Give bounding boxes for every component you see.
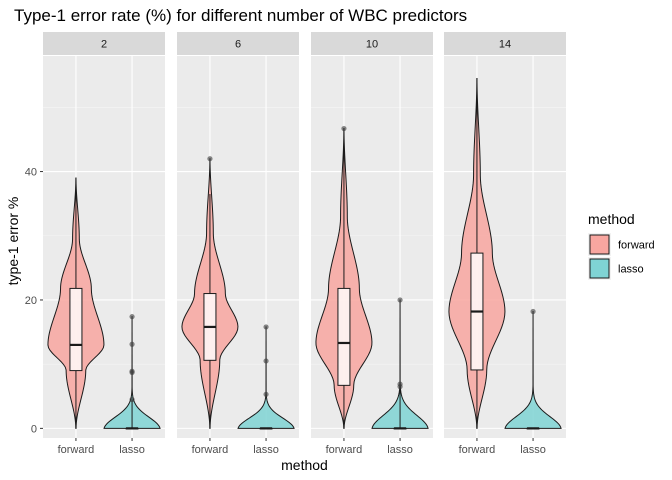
y-tick-label: 20: [25, 295, 37, 307]
facet-strip-label: 10: [366, 39, 378, 51]
y-axis-title: type-1 error %: [5, 197, 21, 286]
legend: method forward lasso: [588, 211, 655, 280]
violin-lasso: [371, 297, 429, 430]
outlier-point: [207, 156, 213, 162]
legend-label-lasso: lasso: [618, 264, 644, 276]
box-forward: [337, 287, 351, 386]
facet-panels: 2 forward lasso 6 forward lasso 10 forward lasso…: [43, 32, 566, 456]
facet-strip: [43, 32, 165, 55]
outlier-point: [263, 324, 269, 330]
violin-forward: [47, 177, 105, 429]
facet-panel-6: 6 forward lasso: [177, 32, 299, 456]
x-tick-label: forward: [192, 444, 229, 456]
y-axis: 0 20 40: [25, 167, 43, 435]
y-tick-label: 0: [31, 423, 37, 435]
chart-title: Type-1 error rate (%) for different numb…: [14, 6, 467, 25]
outlier-point: [397, 297, 403, 303]
x-tick-label: lasso: [253, 444, 279, 456]
facet-strip: [177, 32, 299, 55]
outlier-point: [129, 314, 135, 320]
violin-lasso: [504, 308, 562, 430]
x-tick-label: forward: [326, 444, 363, 456]
outlier-point: [263, 391, 269, 397]
x-tick-label: lasso: [119, 444, 145, 456]
violin-lasso: [103, 314, 161, 430]
facet-panel-14: 14 forward lasso: [444, 32, 566, 456]
facet-panel-2: 2 forward lasso: [43, 32, 165, 456]
facet-strip: [311, 32, 433, 55]
box-forward: [69, 287, 83, 372]
outlier-point: [530, 308, 536, 315]
facet-strip-label: 2: [101, 39, 107, 51]
panel-background: [311, 56, 433, 438]
legend-title: method: [588, 211, 635, 227]
x-axis-title: method: [281, 457, 328, 473]
x-tick-label: forward: [58, 444, 95, 456]
facet-strip: [444, 32, 566, 55]
outlier-point: [129, 341, 135, 347]
outlier-point: [341, 125, 347, 132]
legend-label-forward: forward: [618, 240, 655, 252]
x-tick-label: lasso: [520, 444, 546, 456]
x-tick-label: forward: [459, 444, 496, 456]
violin-lasso: [237, 324, 295, 430]
facet-strip-label: 14: [499, 39, 511, 51]
y-tick-label: 40: [25, 167, 37, 179]
panel-background: [43, 56, 165, 438]
facet-panel-10: 10 forward lasso: [311, 32, 433, 456]
violin-forward: [448, 77, 506, 429]
outlier-point: [129, 396, 135, 403]
violin-forward: [315, 125, 373, 429]
outlier-point: [397, 381, 403, 387]
outlier-point: [263, 358, 269, 364]
panel-background: [177, 56, 299, 438]
legend-key-lasso: [589, 258, 610, 279]
facet-strip-label: 6: [235, 39, 241, 51]
x-tick-label: lasso: [387, 444, 413, 456]
outlier-point: [129, 368, 135, 374]
legend-key-forward: [589, 234, 610, 255]
violin-forward: [181, 156, 239, 429]
